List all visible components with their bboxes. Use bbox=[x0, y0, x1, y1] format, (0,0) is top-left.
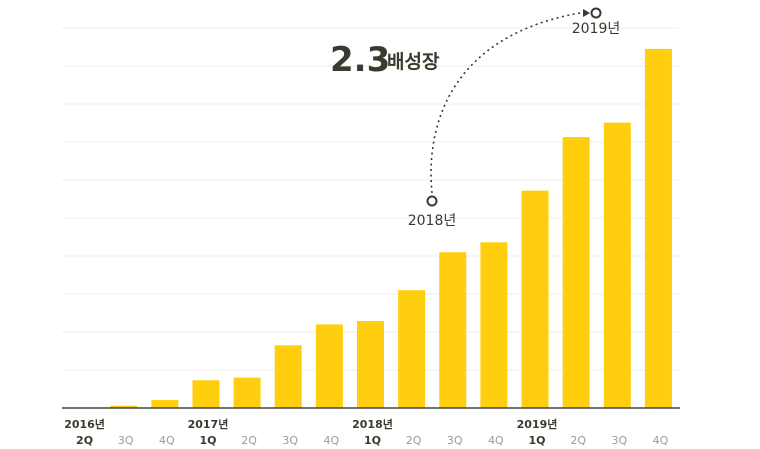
tick-label-quarter: 3Q bbox=[282, 434, 298, 447]
tick-label-quarter: 1Q bbox=[364, 434, 381, 447]
tick-label-quarter: 1Q bbox=[529, 434, 546, 447]
tick-label-quarter: 2Q bbox=[570, 434, 586, 447]
tick-label-quarter: 1Q bbox=[199, 434, 216, 447]
bar bbox=[521, 190, 549, 408]
tick-label-quarter: 2Q bbox=[76, 434, 93, 447]
tick-label-quarter: 3Q bbox=[611, 434, 627, 447]
tick-label-quarter: 4Q bbox=[324, 434, 340, 447]
x-tick-labels: 2016년 2Q 3Q 4Q 2017년 1Q 2Q 3Q 4Q 2018년 1Q 2Q 3Q 4Q 201… bbox=[64, 417, 668, 447]
bar bbox=[110, 405, 138, 408]
tick-label-year: 2019년 bbox=[517, 417, 558, 431]
bar bbox=[274, 345, 302, 408]
tick-label-quarter: 4Q bbox=[159, 434, 175, 447]
end-marker-icon bbox=[590, 7, 602, 19]
tick-label-quarter: 2Q bbox=[406, 434, 422, 447]
tick-label-year: 2017년 bbox=[188, 417, 229, 431]
year-label-2019: 2019년 bbox=[572, 21, 621, 37]
growth-arrow bbox=[430, 12, 581, 194]
tick-label-year: 2016년 bbox=[64, 417, 105, 431]
bar bbox=[398, 290, 426, 408]
tick-label-quarter: 4Q bbox=[488, 434, 504, 447]
arrow-head-icon bbox=[583, 9, 590, 17]
bars bbox=[110, 48, 672, 409]
bar bbox=[562, 137, 590, 408]
bar bbox=[357, 320, 384, 408]
bar bbox=[603, 122, 631, 409]
growth-label: 배성장 bbox=[387, 51, 440, 73]
tick-label-quarter: 2Q bbox=[241, 434, 257, 447]
tick-label-year: 2018년 bbox=[352, 417, 393, 431]
bar bbox=[315, 324, 343, 408]
start-marker-icon bbox=[426, 195, 438, 207]
bar bbox=[151, 400, 179, 408]
bar bbox=[233, 377, 261, 408]
gridlines bbox=[62, 27, 679, 371]
bar bbox=[480, 242, 508, 408]
growth-number: 2.3 bbox=[330, 40, 390, 80]
tick-label-quarter: 3Q bbox=[118, 434, 134, 447]
bar bbox=[192, 380, 220, 408]
bar bbox=[644, 48, 672, 409]
year-label-2018: 2018년 bbox=[408, 213, 457, 229]
tick-label-quarter: 4Q bbox=[653, 434, 669, 447]
tick-label-quarter: 3Q bbox=[447, 434, 463, 447]
bar bbox=[439, 252, 467, 408]
